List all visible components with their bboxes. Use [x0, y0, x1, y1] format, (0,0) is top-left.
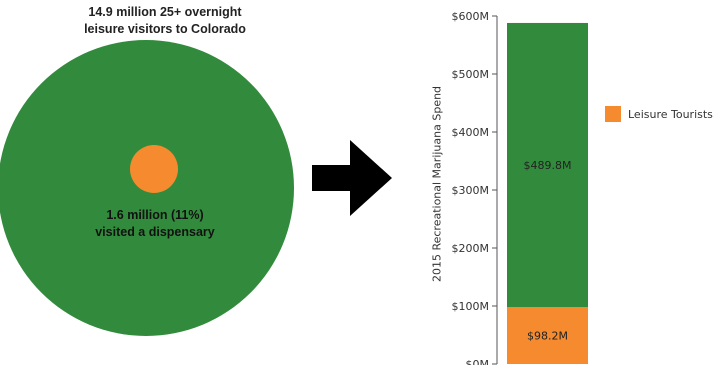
inner-label-line-1: 1.6 million (11%)	[106, 208, 203, 222]
y-axis-label: 2015 Recreational Marijuana Spend	[430, 85, 444, 283]
data-label-leisure-tourists: $98.2M	[527, 330, 568, 343]
y-tick-label: $0M	[466, 358, 490, 365]
y-tick-label: $100M	[452, 300, 490, 313]
inner-label-line-2: visited a dispensary	[95, 225, 215, 239]
legend-swatch-leisure	[605, 106, 621, 122]
dispensary-inner-circle	[130, 145, 178, 193]
title-line-1: 14.9 million 25+ overnight	[88, 5, 242, 19]
legend: Leisure Tourists	[605, 106, 713, 122]
data-label-other: $489.8M	[524, 159, 572, 172]
y-tick-label: $200M	[452, 242, 490, 255]
title-line-2: leisure visitors to Colorado	[84, 22, 246, 36]
bar-segment-leisure-tourists	[507, 307, 588, 364]
left-panel-title: 14.9 million 25+ overnight leisure visit…	[40, 4, 290, 38]
arrow-right-icon	[312, 140, 392, 216]
y-tick-label: $500M	[452, 68, 490, 81]
bar-segment-other	[507, 22, 588, 308]
legend-label-leisure: Leisure Tourists	[628, 107, 713, 121]
y-tick-label: $600M	[452, 10, 490, 23]
y-tick-label: $300M	[452, 184, 490, 197]
y-tick-label: $400M	[452, 126, 490, 139]
spend-bar-chart: $0M $100M $200M $300M $400M $500M $600M $98.2M $…	[452, 10, 588, 365]
